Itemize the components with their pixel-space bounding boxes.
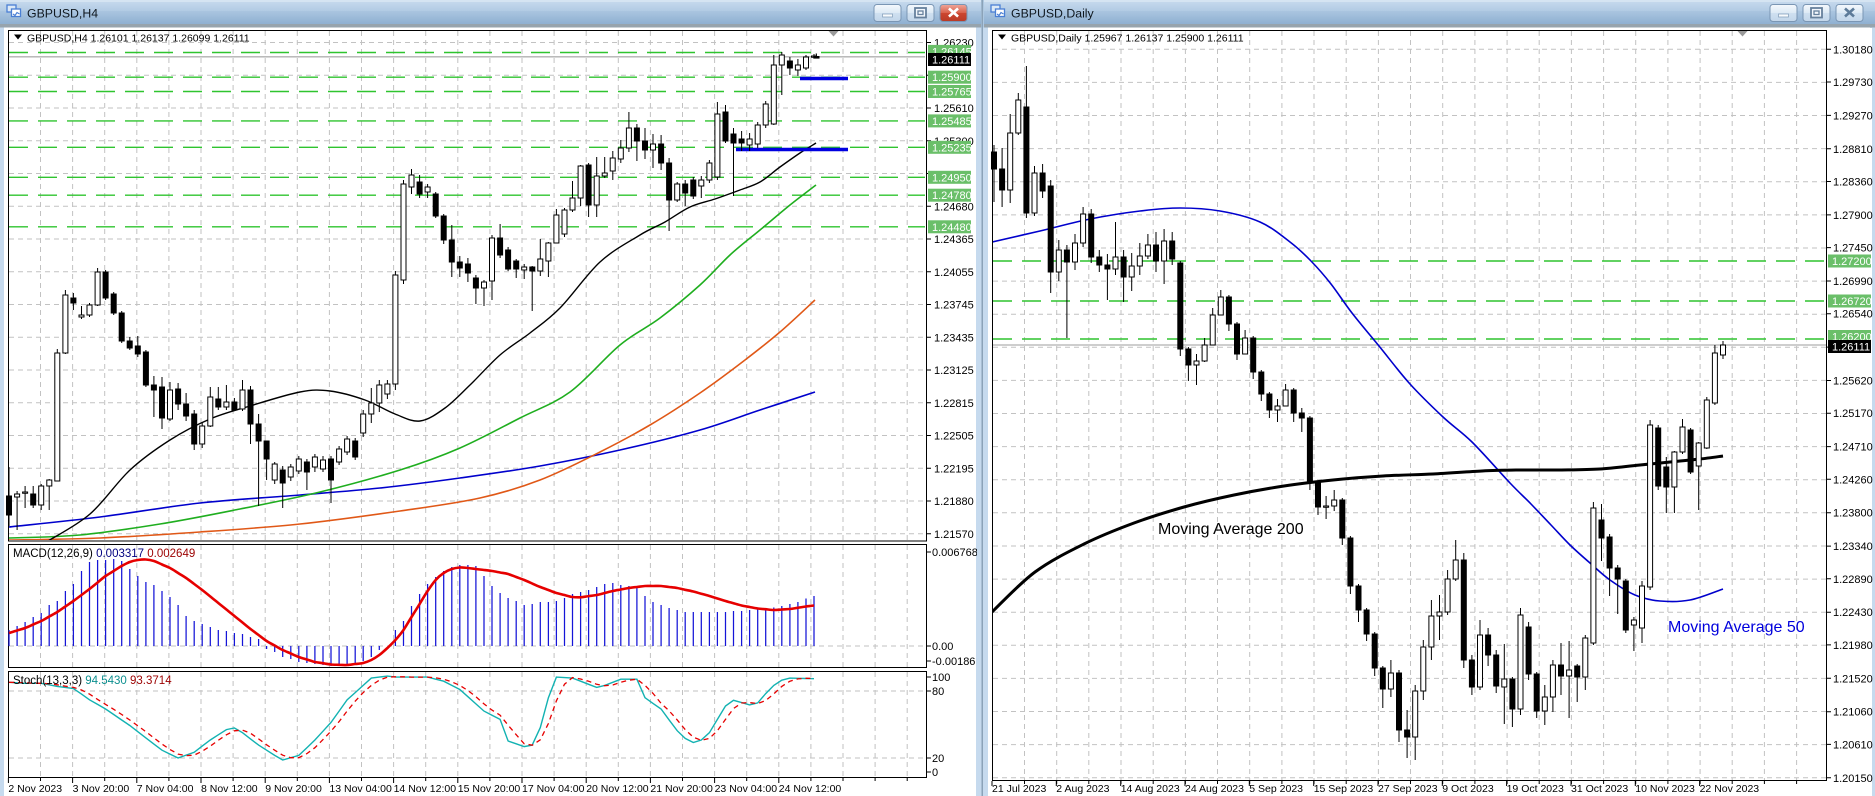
svg-text:3 Nov 20:00: 3 Nov 20:00 — [73, 783, 130, 795]
svg-text:1.27450: 1.27450 — [1833, 243, 1873, 255]
svg-text:1.26990: 1.26990 — [1833, 276, 1873, 288]
svg-text:27 Sep 2023: 27 Sep 2023 — [1378, 783, 1438, 795]
svg-text:14 Nov 12:00: 14 Nov 12:00 — [394, 783, 457, 795]
svg-text:1.24055: 1.24055 — [934, 267, 974, 279]
svg-text:22 Nov 2023: 22 Nov 2023 — [1700, 783, 1760, 795]
svg-text:Moving Average 50: Moving Average 50 — [1668, 619, 1805, 636]
svg-text:15 Nov 20:00: 15 Nov 20:00 — [458, 783, 521, 795]
svg-text:1.24480: 1.24480 — [932, 222, 972, 234]
svg-text:20 Nov 12:00: 20 Nov 12:00 — [586, 783, 649, 795]
svg-text:Moving Average 200: Moving Average 200 — [1158, 521, 1304, 538]
svg-text:8 Nov 12:00: 8 Nov 12:00 — [201, 783, 258, 795]
svg-text:80: 80 — [932, 686, 944, 698]
svg-text:1.27200: 1.27200 — [1832, 256, 1872, 268]
svg-text:100: 100 — [932, 672, 950, 684]
svg-text:10 Nov 2023: 10 Nov 2023 — [1635, 783, 1695, 795]
svg-text:1.21980: 1.21980 — [1833, 640, 1873, 652]
svg-text:1.26111: 1.26111 — [1832, 342, 1870, 354]
svg-text:1.29270: 1.29270 — [1833, 110, 1873, 122]
svg-text:1.22815: 1.22815 — [934, 398, 974, 410]
svg-text:1.26540: 1.26540 — [1833, 309, 1873, 321]
svg-text:1.23340: 1.23340 — [1833, 541, 1873, 553]
svg-text:1.24260: 1.24260 — [1833, 474, 1873, 486]
svg-text:GBPUSD,Daily: GBPUSD,Daily — [1011, 7, 1095, 21]
svg-text:1.22430: 1.22430 — [1833, 607, 1873, 619]
svg-text:0.00: 0.00 — [932, 641, 953, 653]
svg-text:2 Aug 2023: 2 Aug 2023 — [1056, 783, 1109, 795]
svg-text:5 Sep 2023: 5 Sep 2023 — [1249, 783, 1303, 795]
svg-text:0: 0 — [932, 767, 938, 779]
svg-text:1.22890: 1.22890 — [1833, 574, 1873, 586]
svg-text:9 Oct 2023: 9 Oct 2023 — [1442, 783, 1494, 795]
svg-text:1.23125: 1.23125 — [934, 365, 974, 377]
svg-text:23 Nov 04:00: 23 Nov 04:00 — [715, 783, 778, 795]
svg-text:MACD(12,26,9) 0.003317 0.00264: MACD(12,26,9) 0.003317 0.002649 — [13, 548, 195, 560]
svg-text:1.27900: 1.27900 — [1833, 210, 1873, 222]
svg-text:1.25610: 1.25610 — [934, 103, 974, 115]
svg-text:1.26111: 1.26111 — [932, 55, 970, 67]
svg-text:1.26720: 1.26720 — [1832, 296, 1872, 308]
svg-text:1.25485: 1.25485 — [932, 116, 972, 128]
svg-text:1.25235: 1.25235 — [932, 142, 972, 154]
svg-text:14 Aug 2023: 14 Aug 2023 — [1121, 783, 1180, 795]
svg-text:1.30180: 1.30180 — [1833, 44, 1873, 56]
svg-text:1.25900: 1.25900 — [932, 72, 972, 84]
svg-text:-0.00186: -0.00186 — [932, 656, 975, 668]
svg-text:1.20610: 1.20610 — [1833, 739, 1873, 751]
svg-text:9 Nov 20:00: 9 Nov 20:00 — [265, 783, 322, 795]
svg-text:1.29730: 1.29730 — [1833, 77, 1873, 89]
svg-text:1.23745: 1.23745 — [934, 300, 974, 312]
svg-text:31 Oct 2023: 31 Oct 2023 — [1571, 783, 1628, 795]
svg-text:2 Nov 2023: 2 Nov 2023 — [8, 783, 62, 795]
svg-text:1.25765: 1.25765 — [932, 87, 972, 99]
svg-text:7 Nov 04:00: 7 Nov 04:00 — [137, 783, 194, 795]
svg-text:1.21060: 1.21060 — [1833, 707, 1873, 719]
svg-text:17 Nov 04:00: 17 Nov 04:00 — [522, 783, 585, 795]
svg-text:GBPUSD,Daily 1.25967 1.26137: GBPUSD,Daily 1.25967 1.26137 1.25900 1.2… — [1011, 33, 1244, 45]
svg-text:1.24365: 1.24365 — [934, 234, 974, 246]
svg-text:1.23800: 1.23800 — [1833, 508, 1873, 520]
svg-text:1.24680: 1.24680 — [934, 201, 974, 213]
svg-text:GBPUSD,H4 1.26101 1.26137 1.2: GBPUSD,H4 1.26101 1.26137 1.26099 1.2611… — [27, 33, 250, 45]
svg-text:1.24950: 1.24950 — [932, 172, 972, 184]
svg-text:1.24780: 1.24780 — [932, 190, 972, 202]
svg-text:Stoch(13,3,3) 94.5430 93.3714: Stoch(13,3,3) 94.5430 93.3714 — [13, 675, 172, 687]
svg-text:21 Nov 20:00: 21 Nov 20:00 — [650, 783, 713, 795]
svg-text:1.28810: 1.28810 — [1833, 144, 1873, 156]
svg-text:21 Jul 2023: 21 Jul 2023 — [992, 783, 1046, 795]
svg-text:1.22195: 1.22195 — [934, 463, 974, 475]
svg-text:1.23435: 1.23435 — [934, 332, 974, 344]
svg-text:24 Aug 2023: 24 Aug 2023 — [1185, 783, 1244, 795]
svg-text:1.28360: 1.28360 — [1833, 177, 1873, 189]
svg-text:20: 20 — [932, 753, 944, 765]
svg-text:1.25170: 1.25170 — [1833, 408, 1873, 420]
svg-text:1.20150: 1.20150 — [1833, 773, 1873, 785]
svg-text:1.22505: 1.22505 — [934, 431, 974, 443]
svg-text:13 Nov 04:00: 13 Nov 04:00 — [329, 783, 392, 795]
svg-text:GBPUSD,H4: GBPUSD,H4 — [27, 7, 98, 21]
svg-text:1.25620: 1.25620 — [1833, 376, 1873, 388]
svg-text:1.21570: 1.21570 — [934, 529, 974, 541]
svg-text:24 Nov 12:00: 24 Nov 12:00 — [779, 783, 842, 795]
svg-text:15 Sep 2023: 15 Sep 2023 — [1314, 783, 1374, 795]
svg-text:1.24710: 1.24710 — [1833, 442, 1873, 454]
svg-text:1.21880: 1.21880 — [934, 496, 974, 508]
svg-text:1.21520: 1.21520 — [1833, 673, 1873, 685]
svg-text:19 Oct 2023: 19 Oct 2023 — [1507, 783, 1564, 795]
svg-text:0.006768: 0.006768 — [932, 547, 978, 559]
